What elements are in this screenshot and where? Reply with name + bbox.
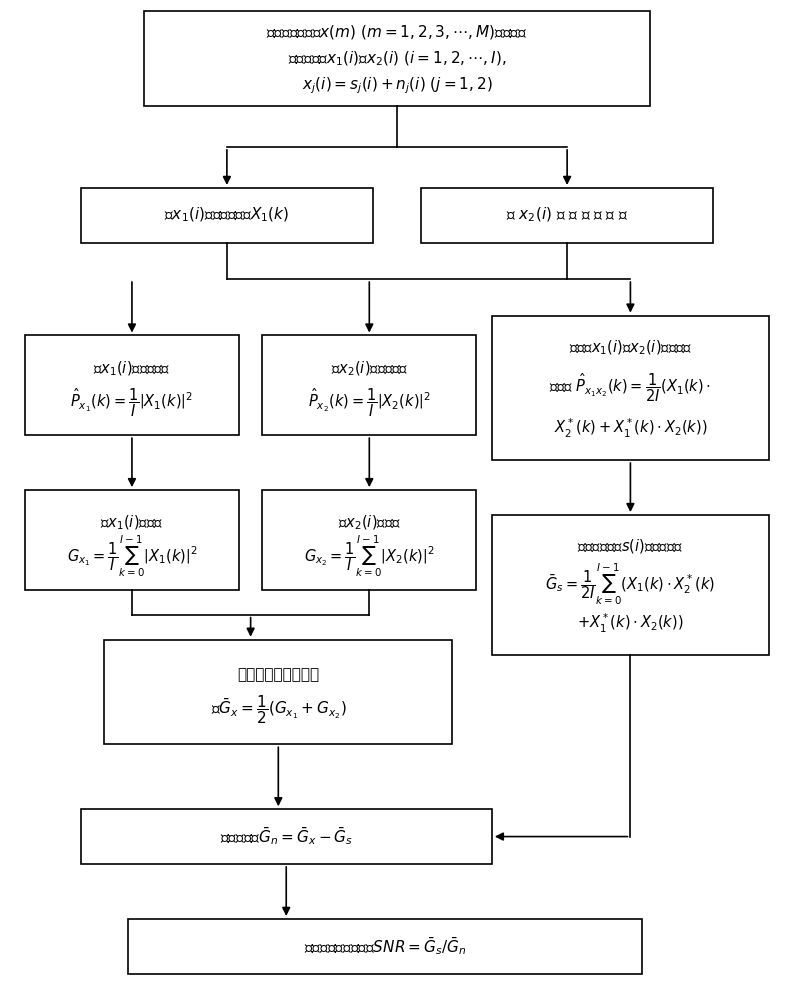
- Text: 求出有效信号$s(i)$的平均功率: 求出有效信号$s(i)$的平均功率: [577, 537, 684, 555]
- FancyBboxPatch shape: [128, 919, 642, 974]
- Text: 求 $x_2(i)$ 的 傅 里 叶 变 换: 求 $x_2(i)$ 的 傅 里 叶 变 换: [506, 206, 628, 224]
- Text: 将采集到的信号$x(m)$ $(m=1,2,3,\cdots,M)$分为长度: 将采集到的信号$x(m)$ $(m=1,2,3,\cdots,M)$分为长度: [266, 23, 528, 41]
- Text: 求$x_1(i)$功率谱估计: 求$x_1(i)$功率谱估计: [93, 359, 171, 378]
- Text: 每段信号的平均功率: 每段信号的平均功率: [237, 667, 319, 682]
- FancyBboxPatch shape: [421, 188, 714, 243]
- Text: 噪声功率为$\bar{G}_n=\bar{G}_x-\bar{G}_s$: 噪声功率为$\bar{G}_n=\bar{G}_x-\bar{G}_s$: [220, 826, 353, 847]
- Text: $X_2^*(k)+X_1^*(k)\cdot X_2(k))$: $X_2^*(k)+X_1^*(k)\cdot X_2(k))$: [553, 417, 707, 440]
- FancyBboxPatch shape: [80, 188, 373, 243]
- FancyBboxPatch shape: [263, 490, 476, 590]
- FancyBboxPatch shape: [263, 335, 476, 435]
- Text: $\hat{P}_{x_1}(k)=\dfrac{1}{I}\left|X_1(k)\right|^2$: $\hat{P}_{x_1}(k)=\dfrac{1}{I}\left|X_1(…: [71, 386, 194, 419]
- Text: $\bar{G}_s=\dfrac{1}{2I}\sum_{k=0}^{I-1}(X_1(k)\cdot X_2^*(k)$: $\bar{G}_s=\dfrac{1}{2I}\sum_{k=0}^{I-1}…: [545, 562, 715, 607]
- Text: $\hat{P}_{x_2}(k)=\dfrac{1}{I}\left|X_2(k)\right|^2$: $\hat{P}_{x_2}(k)=\dfrac{1}{I}\left|X_2(…: [308, 386, 431, 419]
- Text: 求信号$x_1(i)$、$x_2(i)$的互功率: 求信号$x_1(i)$、$x_2(i)$的互功率: [569, 338, 692, 357]
- Text: 求$x_2(i)$的功率: 求$x_2(i)$的功率: [337, 514, 401, 532]
- Text: 相同的两段$x_1(i)$、$x_2(i)$ $(i=1,2,\cdots,I)$,: 相同的两段$x_1(i)$、$x_2(i)$ $(i=1,2,\cdots,I)…: [287, 50, 507, 68]
- Text: $G_{x_2}=\dfrac{1}{I}\sum_{k=0}^{I-1}\left|X_2(k)\right|^2$: $G_{x_2}=\dfrac{1}{I}\sum_{k=0}^{I-1}\le…: [304, 534, 434, 579]
- Text: 信号的功率信噪比为$SNR=\bar{G}_s/\bar{G}_n$: 信号的功率信噪比为$SNR=\bar{G}_s/\bar{G}_n$: [304, 935, 466, 957]
- FancyBboxPatch shape: [25, 335, 239, 435]
- FancyBboxPatch shape: [80, 809, 492, 864]
- FancyBboxPatch shape: [492, 515, 769, 655]
- Text: 求$x_2(i)$功率谱估计: 求$x_2(i)$功率谱估计: [330, 359, 408, 378]
- Text: $G_{x_1}=\dfrac{1}{I}\sum_{k=0}^{I-1}\left|X_1(k)\right|^2$: $G_{x_1}=\dfrac{1}{I}\sum_{k=0}^{I-1}\le…: [67, 534, 197, 579]
- Text: 求$x_1(i)$的傅里叶变换$X_1(k)$: 求$x_1(i)$的傅里叶变换$X_1(k)$: [164, 206, 290, 224]
- Text: $x_j(i)=s_j(i)+n_j(i)$ $(j=1,2)$: $x_j(i)=s_j(i)+n_j(i)$ $(j=1,2)$: [302, 75, 492, 96]
- FancyBboxPatch shape: [492, 316, 769, 460]
- Text: 谱估计 $\hat{P}_{x_1x_2}(k)=\dfrac{1}{2I}(X_1(k)\cdot$: 谱估计 $\hat{P}_{x_1x_2}(k)=\dfrac{1}{2I}(X…: [549, 372, 711, 404]
- Text: 求$x_1(i)$的功率: 求$x_1(i)$的功率: [101, 514, 164, 532]
- FancyBboxPatch shape: [104, 640, 453, 744]
- Text: $+X_1^*(k)\cdot X_2(k))$: $+X_1^*(k)\cdot X_2(k))$: [577, 612, 684, 635]
- FancyBboxPatch shape: [25, 490, 239, 590]
- Text: 为$\bar{G}_x=\dfrac{1}{2}(G_{x_1}+G_{x_2})$: 为$\bar{G}_x=\dfrac{1}{2}(G_{x_1}+G_{x_2}…: [210, 693, 346, 726]
- FancyBboxPatch shape: [144, 11, 650, 106]
